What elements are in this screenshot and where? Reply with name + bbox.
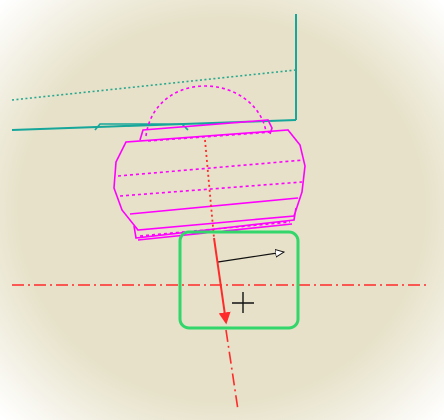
wheel-axis-dotted	[204, 139, 215, 239]
vertical-axis-lower	[225, 329, 239, 411]
wheel-dome-dotted	[145, 85, 267, 137]
selection-highlight-box[interactable]	[178, 230, 300, 330]
wheel-top-rim	[139, 119, 273, 141]
wheel-bottom-dotted	[139, 221, 291, 237]
direction-arrow-icon[interactable]	[217, 252, 284, 263]
vertical-axis-upper	[213, 237, 231, 325]
wheel-band-dotted-upper	[117, 159, 305, 177]
wheel-lower-rim	[129, 197, 299, 215]
wheel-bottom-flange	[133, 207, 297, 239]
crosshair-plus-icon	[232, 292, 254, 313]
wheel-band-dotted-lower	[119, 181, 303, 197]
